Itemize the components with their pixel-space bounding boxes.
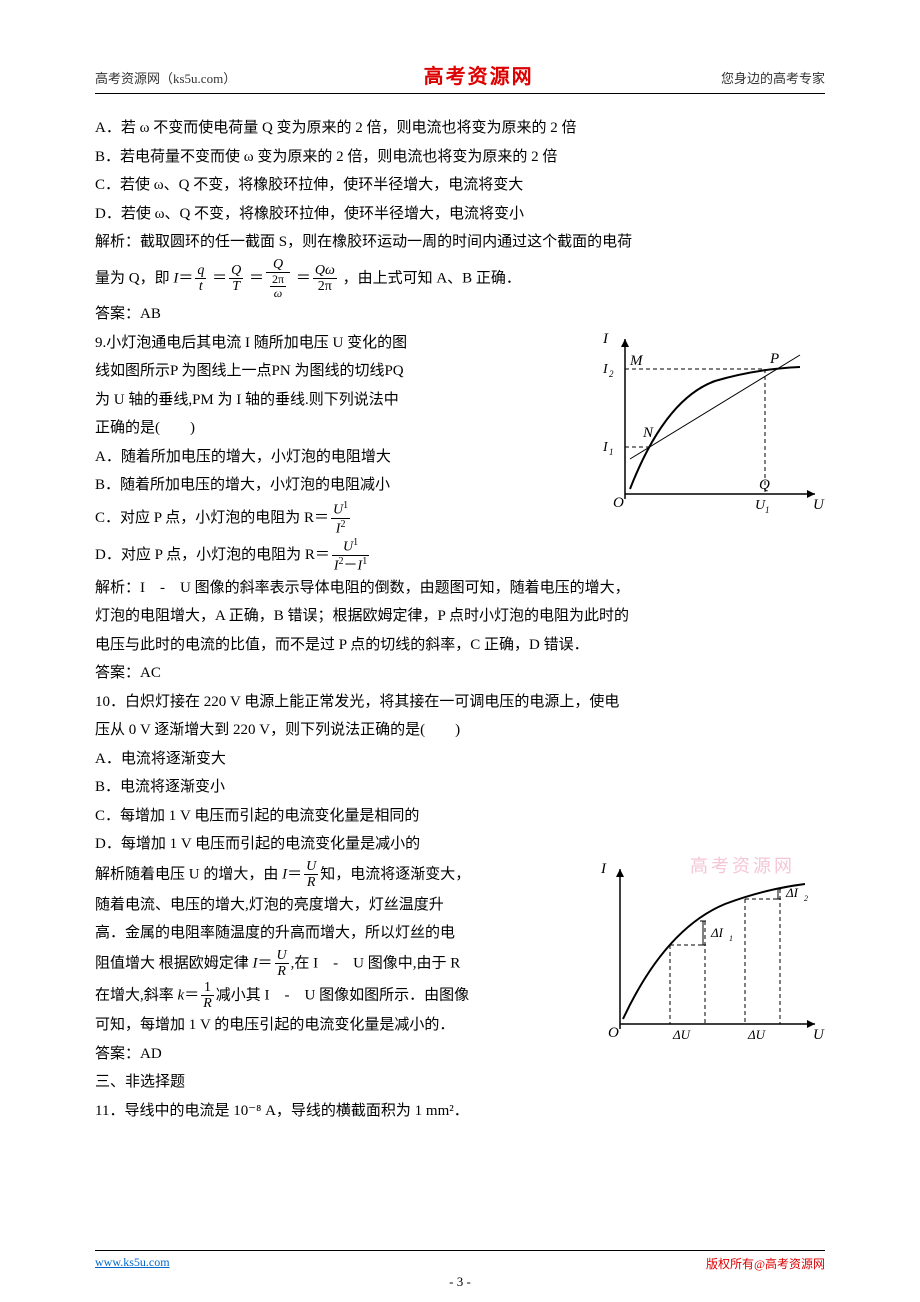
svg-text:ΔU: ΔU <box>747 1027 767 1042</box>
svg-text:Q: Q <box>759 477 770 493</box>
q9-option-d: D．对应 P 点，小灯泡的电阻为 R＝U1I2－I1 <box>95 537 585 574</box>
figure-iv-curve-2: I U O ΔU ΔU ΔI 1 ΔI 2 <box>595 859 825 1049</box>
q9-option-a: A．随着所加电压的增大，小灯泡的电阻增大 <box>95 443 585 472</box>
svg-text:O: O <box>608 1025 619 1041</box>
svg-text:1: 1 <box>729 934 733 943</box>
header-right-text: 您身边的高考专家 <box>721 68 825 87</box>
section-3-heading: 三、非选择题 <box>95 1068 825 1097</box>
svg-text:I: I <box>602 362 609 377</box>
q10-option-d: D．每增加 1 V 电压而引起的电流变化量是减小的 <box>95 830 825 859</box>
figure-iv-curve-1: I U O P M N Q I2 I1 U1 <box>595 329 825 514</box>
option-b: B．若电荷量不变而使 ω 变为原来的 2 倍，则电流也将变为原来的 2 倍 <box>95 143 825 172</box>
expl10-line3: 高．金属的电阻率随温度的升高而增大，所以灯丝的电 <box>95 919 585 948</box>
expl10-line6: 可知，每增加 1 V 的电压引起的电流变化量是减小的． <box>95 1011 585 1040</box>
svg-text:P: P <box>769 351 779 367</box>
expl9-line1: 解析：I - U 图像的斜率表示导体电阻的倒数，由题图可知，随着电压的增大， <box>95 574 825 603</box>
q10-option-b: B．电流将逐渐变小 <box>95 773 825 802</box>
content-body: A．若 ω 不变而使电荷量 Q 变为原来的 2 倍，则电流也将变为原来的 2 倍… <box>95 114 825 1125</box>
expl8-q-text: 量为 Q，即 <box>95 270 173 286</box>
expl10-line1: 解析随着电压 U 的增大，由 I＝UR知，电流将逐渐变大， <box>95 859 585 891</box>
header-left-text: 高考资源网（ks5u.com） <box>95 68 236 87</box>
answer-9: 答案：AC <box>95 659 825 688</box>
page-header: 高考资源网（ks5u.com） 高考资源网 您身边的高考专家 <box>95 60 825 94</box>
svg-text:U: U <box>813 1027 825 1043</box>
expl9-line3: 电压与此时的电流的比值，而不是过 P 点的切线的斜率，C 正确，D 错误． <box>95 631 825 660</box>
explanation-8-line1: 解析：截取圆环的任一截面 S，则在橡胶环运动一周的时间内通过这个截面的电荷 <box>95 228 825 257</box>
svg-text:1: 1 <box>765 505 770 514</box>
page-footer: www.ks5u.com 版权所有@高考资源网 <box>95 1250 825 1272</box>
option-a: A．若 ω 不变而使电荷量 Q 变为原来的 2 倍，则电流也将变为原来的 2 倍 <box>95 114 825 143</box>
svg-text:ΔI: ΔI <box>785 885 799 900</box>
q9-line2: 线如图所示P 为图线上一点PN 为图线的切线PQ <box>95 357 585 386</box>
footer-copyright: 版权所有@高考资源网 <box>706 1255 825 1272</box>
footer-url[interactable]: www.ks5u.com <box>95 1255 170 1272</box>
q9-block: I U O P M N Q I2 I1 U1 9.小灯泡通电后其电流 I 随所加… <box>95 329 825 574</box>
q9-line1: 9.小灯泡通电后其电流 I 随所加电压 U 变化的图 <box>95 329 585 358</box>
svg-text:U: U <box>813 497 825 513</box>
expl9-line2: 灯泡的电阻增大，A 正确，B 错误；根据欧姆定律，P 点时小灯泡的电阻为此时的 <box>95 602 825 631</box>
svg-text:2: 2 <box>804 894 808 903</box>
expl10-line2: 随着电流、电压的增大,灯泡的亮度增大，灯丝温度升 <box>95 891 585 920</box>
page-number: - 3 - <box>449 1274 471 1290</box>
svg-text:I: I <box>602 331 609 347</box>
svg-text:I: I <box>600 861 607 877</box>
q11-stem: 11．导线中的电流是 10⁻⁸ A，导线的横截面积为 1 mm²． <box>95 1097 825 1126</box>
svg-text:ΔI: ΔI <box>710 925 724 940</box>
q9-option-b: B．随着所加电压的增大，小灯泡的电阻减小 <box>95 471 585 500</box>
q9-option-c: C．对应 P 点，小灯泡的电阻为 R＝U1I2 <box>95 500 585 537</box>
explanation-8-line2: 量为 Q，即 I＝qt ＝QT ＝Q2πω ＝Qω2π ，由上式可知 A、B 正… <box>95 257 825 301</box>
q10-option-c: C．每增加 1 V 电压而引起的电流变化量是相同的 <box>95 802 825 831</box>
q10-expl-text: 解析随着电压 U 的增大，由 I＝UR知，电流将逐渐变大， 随着电流、电压的增大… <box>95 859 585 1040</box>
svg-text:N: N <box>642 425 654 441</box>
expl10-line4: 阻值增大 根据欧姆定律 I＝UR,在 I - U 图像中,由于 R <box>95 948 585 980</box>
q10-expl-block: 高考资源网 I <box>95 859 825 1040</box>
q10-option-a: A．电流将逐渐变大 <box>95 745 825 774</box>
q9-text-block: 9.小灯泡通电后其电流 I 随所加电压 U 变化的图 线如图所示P 为图线上一点… <box>95 329 585 574</box>
svg-text:ΔU: ΔU <box>672 1027 692 1042</box>
q10-stem1: 10．白炽灯接在 220 V 电源上能正常发光，将其接在一可调电压的电源上，使电 <box>95 688 825 717</box>
header-center-title: 高考资源网 <box>424 60 534 89</box>
option-c: C．若使 ω、Q 不变，将橡胶环拉伸，使环半径增大，电流将变大 <box>95 171 825 200</box>
svg-text:2: 2 <box>609 369 614 379</box>
svg-text:1: 1 <box>609 447 614 457</box>
svg-text:I: I <box>602 440 609 455</box>
expl8-tail-text: ，由上式可知 A、B 正确． <box>343 270 521 286</box>
page: 高考资源网（ks5u.com） 高考资源网 您身边的高考专家 A．若 ω 不变而… <box>0 0 920 1302</box>
answer-8: 答案：AB <box>95 300 825 329</box>
q10-stem2: 压从 0 V 逐渐增大到 220 V，则下列说法正确的是( ) <box>95 716 825 745</box>
svg-text:O: O <box>613 495 624 511</box>
q9-line3: 为 U 轴的垂线,PM 为 I 轴的垂线.则下列说法中 <box>95 386 585 415</box>
option-d: D．若使 ω、Q 不变，将橡胶环拉伸，使环半径增大，电流将变小 <box>95 200 825 229</box>
q9-line4: 正确的是( ) <box>95 414 585 443</box>
expl10-line5: 在增大,斜率 k＝1R减小其 I - U 图像如图所示．由图像 <box>95 980 585 1012</box>
svg-text:M: M <box>629 353 644 369</box>
